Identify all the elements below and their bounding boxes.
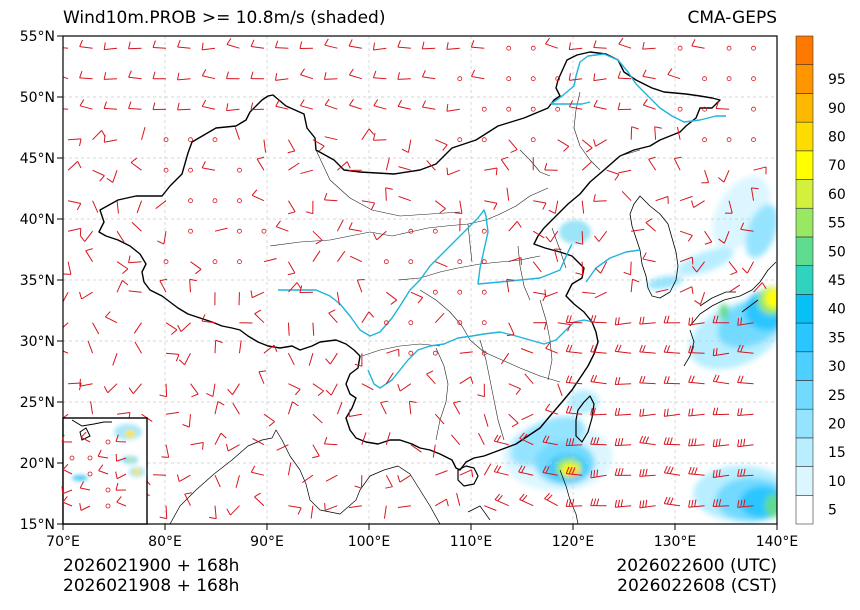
china-border <box>98 51 721 471</box>
colorbar: 5 10 15 20 25 30 35 40 45 50 55 60 70 80 90 95 <box>795 35 846 525</box>
chart-title: Wind10m.PROB >= 10.8m/s (shaded) <box>63 8 386 28</box>
colorbar-segment <box>795 351 814 381</box>
forecast-init-block: 2026021900 + 168h 2026021908 + 168h <box>63 556 239 596</box>
amur-river <box>550 53 726 123</box>
colorbar-label: 80 <box>828 129 846 145</box>
japan-coast <box>683 261 777 367</box>
colorbar-label: 25 <box>828 388 846 404</box>
colorbar-segment <box>795 466 814 496</box>
colorbar-segment <box>795 207 814 238</box>
amur-branch <box>551 101 591 105</box>
province-borders <box>269 91 641 441</box>
colorbar-segment <box>795 322 814 353</box>
colorbar-segment <box>795 294 814 324</box>
hainan-coast <box>457 465 479 487</box>
colorbar-segment <box>795 64 814 94</box>
y-tick-label: 15°N <box>20 517 55 533</box>
korea-coast <box>629 195 679 299</box>
taiwan-coast <box>575 395 595 443</box>
colorbar-segment <box>795 35 814 66</box>
coastlines-and-borders <box>98 51 777 524</box>
x-tick-label: 120°E <box>552 534 595 550</box>
x-tick-label: 110°E <box>450 534 493 550</box>
model-source-label: CMA-GEPS <box>687 8 777 28</box>
colorbar-label: 15 <box>828 445 846 461</box>
colorbar-label: 45 <box>828 273 846 289</box>
colorbar-label: 90 <box>828 101 846 117</box>
colorbar-label: 20 <box>828 417 846 433</box>
y-tick-label: 55°N <box>20 29 55 45</box>
forecast-valid-block: 2026022600 (UTC) 2026022608 (CST) <box>616 556 777 596</box>
colorbar-label: 5 <box>828 503 837 519</box>
init-time-utc: 2026021900 + 168h <box>63 556 240 576</box>
y-tick-label: 40°N <box>20 212 55 228</box>
y-tick-label: 35°N <box>20 273 55 289</box>
gridlines <box>63 36 777 524</box>
init-time-cst: 2026021908 + 168h <box>63 576 240 596</box>
hai-river <box>585 249 641 283</box>
y-tick-label: 50°N <box>20 90 55 106</box>
colorbar-label: 40 <box>828 302 846 318</box>
valid-time-utc: 2026022600 (UTC) <box>616 556 777 576</box>
colorbar-segment <box>795 380 814 410</box>
y-tick-label: 20°N <box>20 456 55 472</box>
rivers <box>278 53 726 389</box>
y-tick-label: 25°N <box>20 395 55 411</box>
colorbar-label: 35 <box>828 330 846 346</box>
x-tick-label: 100°E <box>348 534 391 550</box>
x-tick-label: 90°E <box>250 534 284 550</box>
plot-area <box>63 36 777 524</box>
colorbar-label: 55 <box>828 216 846 232</box>
colorbar-segment <box>795 437 814 467</box>
y-tick-label: 45°N <box>20 151 55 167</box>
south-asia-coast <box>169 429 579 524</box>
x-tick-label: 140°E <box>756 534 799 550</box>
x-tick-label: 80°E <box>148 534 182 550</box>
axes: 70°E 80°E 90°E 100°E 110°E 120°E 130°E 140°E 15°… <box>20 29 799 550</box>
south-china-sea-inset <box>61 417 148 525</box>
colorbar-segment <box>795 494 814 525</box>
yangtze-river <box>367 319 595 389</box>
colorbar-label: 50 <box>828 244 846 260</box>
colorbar-label: 10 <box>828 474 846 490</box>
x-tick-label: 70°E <box>46 534 80 550</box>
colorbar-label: 70 <box>828 158 846 174</box>
colorbar-segment <box>795 265 814 295</box>
wind-barbs <box>63 37 767 520</box>
colorbar-segment <box>795 121 814 152</box>
colorbar-segment <box>795 93 814 123</box>
y-tick-label: 30°N <box>20 334 55 350</box>
colorbar-label: 60 <box>828 187 846 203</box>
colorbar-segment <box>795 150 814 180</box>
colorbar-segment <box>795 179 814 209</box>
colorbar-segment <box>795 408 814 439</box>
colorbar-segment <box>795 236 814 266</box>
valid-time-cst: 2026022608 (CST) <box>617 576 777 596</box>
yellow-river <box>278 209 573 337</box>
colorbar-label: 95 <box>828 72 846 88</box>
x-tick-label: 130°E <box>654 534 697 550</box>
colorbar-label: 30 <box>828 359 846 375</box>
